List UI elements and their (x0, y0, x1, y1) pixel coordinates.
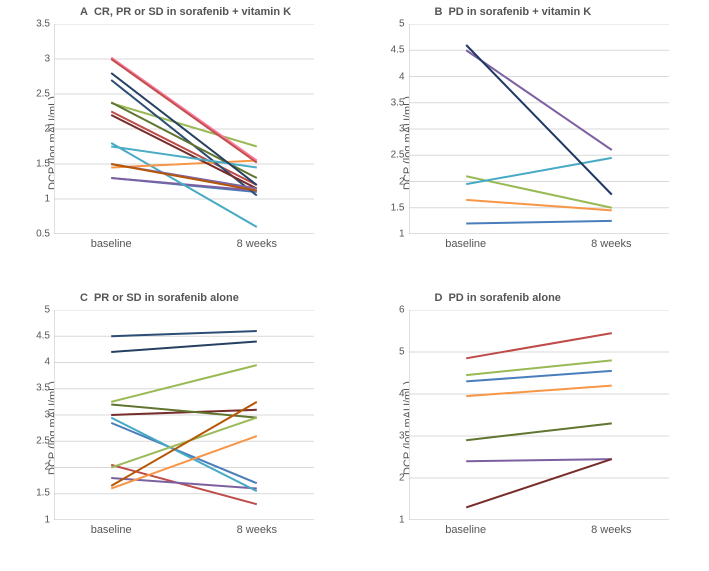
x-tick-label: baseline (91, 524, 132, 536)
y-tick-label: 4 (399, 388, 405, 399)
panel-title-text: PD in sorafenib + vitamin K (448, 6, 591, 18)
y-tick-label: 5 (44, 304, 50, 315)
plot-area: 0.511.522.533.5baseline8 weeks (54, 24, 314, 234)
y-tick-label: 2 (399, 176, 405, 187)
panel-title-text: PR or SD in sorafenib alone (94, 292, 239, 304)
x-tick-label: baseline (445, 238, 486, 250)
y-tick-label: 3 (44, 409, 50, 420)
y-tick-label: 3.5 (36, 19, 50, 30)
panel-a: ACR, PR or SD in sorafenib + vitamin KDC… (0, 0, 355, 286)
y-tick-label: 1 (399, 514, 405, 525)
panel-letter: B (435, 6, 443, 18)
series-line (466, 45, 612, 195)
y-tick-label: 1.5 (36, 159, 50, 170)
y-tick-label: 1 (44, 514, 50, 525)
y-tick-label: 3 (399, 430, 405, 441)
y-tick-label: 2 (44, 124, 50, 135)
series-line (111, 331, 257, 336)
panel-title-text: PD in sorafenib alone (448, 292, 560, 304)
y-tick-label: 2.5 (36, 89, 50, 100)
y-tick-label: 3 (399, 124, 405, 135)
y-tick-label: 1 (44, 194, 50, 205)
y-tick-label: 0.5 (36, 229, 50, 240)
panel-letter: A (80, 6, 88, 18)
y-tick-label: 4 (44, 357, 50, 368)
y-tick-label: 1 (399, 229, 405, 240)
plot-area: 11.522.533.544.55baseline8 weeks (54, 310, 314, 520)
series-line (111, 341, 257, 352)
y-tick-label: 2.5 (391, 150, 405, 161)
chart-svg (409, 24, 669, 234)
y-tick-label: 1.5 (391, 202, 405, 213)
panel-letter: D (435, 292, 443, 304)
y-tick-label: 3 (44, 54, 50, 65)
y-tick-label: 4.5 (36, 330, 50, 341)
panel-title: D PD in sorafenib alone (435, 292, 561, 304)
panel-title: A CR, PR or SD in sorafenib + vitamin K (80, 6, 291, 18)
panel-title: B PD in sorafenib + vitamin K (435, 6, 592, 18)
y-tick-label: 2 (399, 472, 405, 483)
y-tick-label: 2 (44, 462, 50, 473)
series-line (111, 59, 257, 163)
panel-c: CPR or SD in sorafenib aloneDCP (log mAU… (0, 286, 355, 571)
chart-svg (54, 310, 314, 520)
chart-grid: A CR, PR or SD in sorafenib + vitamin K D C… (0, 0, 709, 571)
x-tick-label: baseline (91, 238, 132, 250)
chart-svg (409, 310, 669, 520)
y-tick-label: 5 (399, 19, 405, 30)
x-tick-label: 8 weeks (591, 238, 631, 250)
series-line (466, 423, 612, 440)
panel-title-text: CR, PR or SD in sorafenib + vitamin K (94, 6, 291, 18)
series-line (111, 365, 257, 402)
y-tick-label: 2.5 (36, 435, 50, 446)
chart-svg (54, 24, 314, 234)
x-tick-label: baseline (445, 524, 486, 536)
series-line (466, 50, 612, 150)
panel-letter: C (80, 292, 88, 304)
y-tick-label: 5 (399, 346, 405, 357)
plot-area: 11.522.533.544.55baseline8 weeks (409, 24, 669, 234)
panel-b: BPD in sorafenib + vitamin KDCP (log mAU… (355, 0, 709, 286)
x-tick-label: 8 weeks (237, 524, 277, 536)
series-line (466, 333, 612, 358)
y-tick-label: 4 (399, 71, 405, 82)
y-tick-label: 6 (399, 304, 405, 315)
series-line (466, 459, 612, 507)
y-tick-label: 3.5 (36, 383, 50, 394)
series-line (466, 221, 612, 224)
plot-area: 123456baseline8 weeks (409, 310, 669, 520)
y-tick-label: 1.5 (36, 488, 50, 499)
series-line (466, 385, 612, 396)
x-tick-label: 8 weeks (591, 524, 631, 536)
series-line (111, 464, 257, 503)
series-line (466, 459, 612, 461)
x-tick-label: 8 weeks (237, 238, 277, 250)
y-tick-label: 3.5 (391, 97, 405, 108)
y-tick-label: 4.5 (391, 45, 405, 56)
panel-title: C PR or SD in sorafenib alone (80, 292, 239, 304)
series-line (111, 417, 257, 467)
panel-d: DPD in sorafenib aloneDCP (log mAU/mL)12… (355, 286, 709, 571)
series-line (466, 200, 612, 211)
